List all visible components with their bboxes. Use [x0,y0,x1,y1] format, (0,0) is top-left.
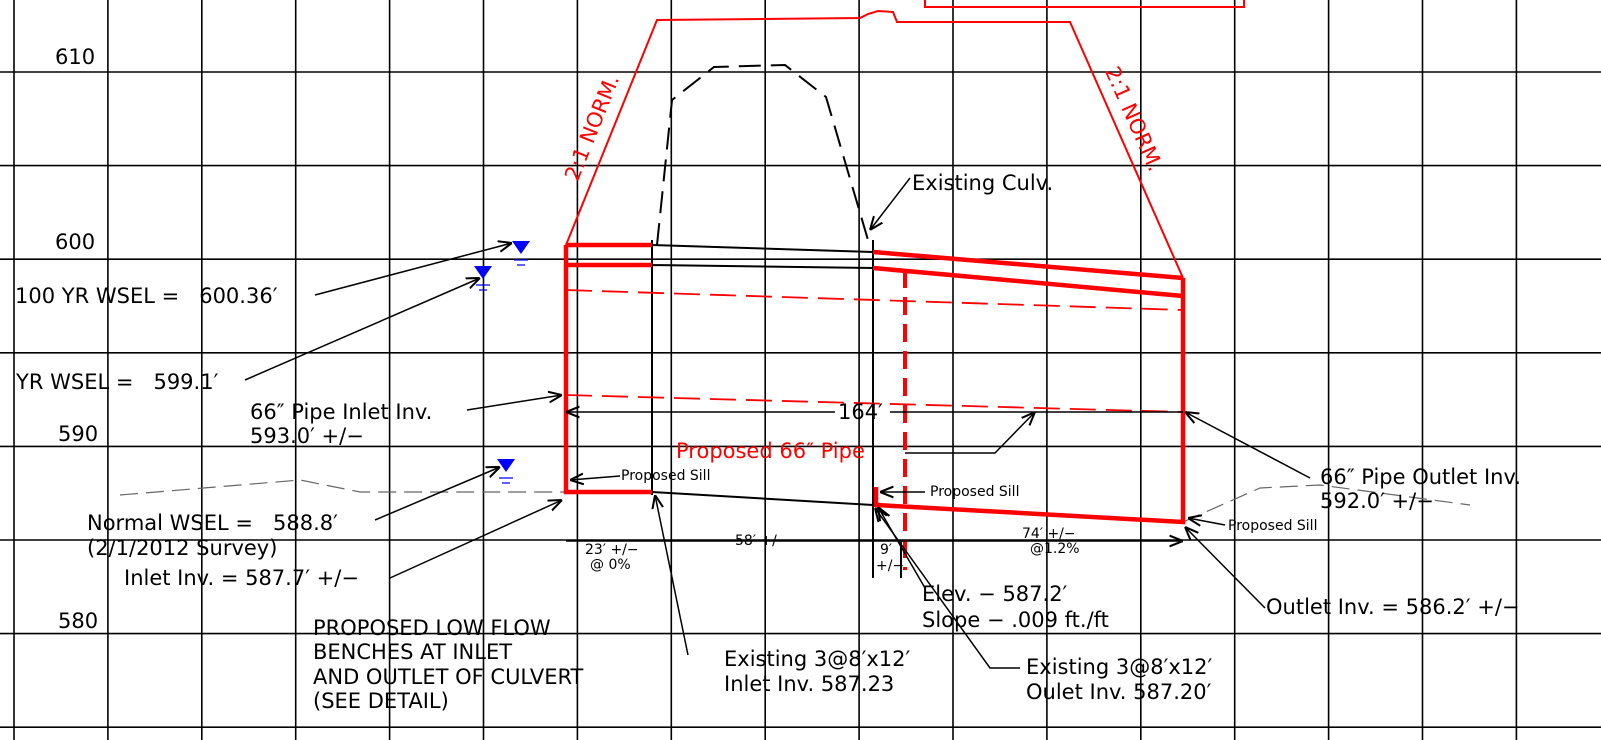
label: Proposed Sill [930,484,1019,500]
dim: @1.2% [1030,541,1080,557]
label: Slope − .009 ft./ft [922,608,1109,632]
dim: @ 0% [590,557,631,573]
label: 100 YR WSEL = 600.36′ [15,284,278,308]
elevation: 590 [58,422,98,446]
label: Proposed Sill [621,468,710,484]
drawing: 610 600 590 580 2:1 NORM. 2:1 NORM. Exis… [0,0,1601,740]
note: AND OUTLET OF CULVERT [313,665,584,689]
elevation: 600 [55,230,95,254]
dim: 58′ +/− [735,533,789,549]
elevation: 580 [58,609,98,633]
note: PROPOSED LOW FLOW [313,616,551,640]
labels: 610 600 590 580 2:1 NORM. 2:1 NORM. Exis… [15,45,1521,713]
dim: 23′ +/− [585,542,639,558]
label: 164′ [838,400,883,424]
label: Outlet Inv. = 586.2′ +/− [1266,595,1520,619]
label: Existing Culv. [912,171,1053,195]
elevation: 610 [55,45,95,69]
label: 593.0′ +/− [250,424,364,448]
dim: +/− [876,558,904,574]
label: YR WSEL = 599.1′ [15,370,219,394]
dim: 74′ +/− [1022,526,1076,542]
label: (2/1/2012 Survey) [87,536,277,560]
label: Normal WSEL = 588.8′ [87,511,338,535]
note: BENCHES AT INLET [313,640,512,664]
slope: 2:1 NORM. [1100,63,1168,175]
label: 592.0′ +/− [1320,489,1434,513]
label: 66″ Pipe Outlet Inv. [1320,465,1521,489]
note: (SEE DETAIL) [313,689,449,713]
label: 66″ Pipe Inlet Inv. [250,400,432,424]
label: Oulet Inv. 587.20′ [1026,680,1212,704]
label: Inlet Inv. = 587.7′ +/− [124,566,359,590]
label: Elev. − 587.2′ [922,582,1068,606]
slope: 2:1 NORM. [560,71,624,184]
label: Proposed Sill [1228,518,1317,534]
label: Existing 3@8′x12′ [1026,655,1212,679]
label: Proposed 66″ Pipe [676,439,865,463]
dim: 9′ [880,542,892,558]
grid [0,0,1601,740]
label: Inlet Inv. 587.23 [724,672,894,696]
label: Existing 3@8′x12′ [724,647,910,671]
